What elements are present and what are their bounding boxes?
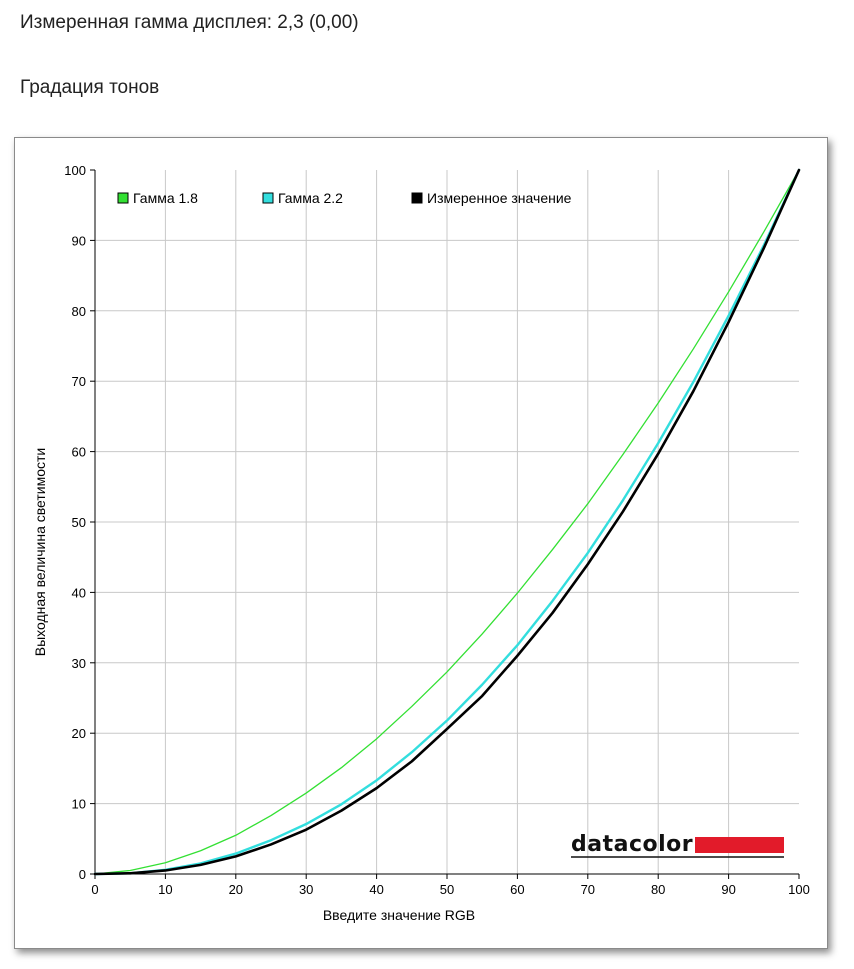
legend-swatch-3: [411, 192, 423, 204]
y-tick-label: 100: [64, 163, 86, 178]
x-tick-label: 20: [229, 882, 243, 897]
series-line-3: [93, 168, 801, 876]
x-axis-title: Введите значение RGB: [323, 907, 475, 923]
series-line-1: [94, 169, 800, 875]
y-tick-label: 40: [72, 585, 86, 600]
y-tick-label: 30: [72, 656, 86, 671]
x-tick-label: 50: [440, 882, 454, 897]
y-tick-label: 90: [72, 233, 86, 248]
chart-canvas: 0 10 20 30 40 50 60 70 80 90 100 0 10 20 30 40 50 60 70 80 9…: [32, 163, 810, 923]
tone-gradation-heading: Градация тонов: [20, 77, 160, 98]
legend-label-2: Гамма 2.2: [278, 190, 343, 206]
x-tick-label: 10: [158, 882, 172, 897]
x-tick-label: 0: [91, 882, 98, 897]
legend-swatch-2: [262, 192, 274, 204]
measured-gamma-heading: Измеренная гамма дисплея: 2,3 (0,00): [20, 12, 359, 33]
x-tick-label: 100: [788, 882, 810, 897]
y-tick-label: 70: [72, 374, 86, 389]
x-tick-label: 70: [581, 882, 595, 897]
legend-swatch-1: [117, 192, 129, 204]
legend-label-3: Измеренное значение: [427, 190, 572, 206]
x-tick-label: 80: [651, 882, 665, 897]
y-tick-label: 60: [72, 445, 86, 460]
y-tick-label: 10: [72, 797, 86, 812]
legend-label-1: Гамма 1.8: [133, 190, 198, 206]
y-tick-label: 0: [79, 867, 86, 882]
y-tick-label: 20: [72, 726, 86, 741]
y-axis-title: Выходная величина светимости: [32, 448, 48, 656]
y-tick-label: 80: [72, 304, 86, 319]
series-line-2: [93, 168, 801, 876]
y-tick-label: 50: [72, 515, 86, 530]
datacolor-logo-bar: [695, 837, 784, 853]
x-tick-label: 40: [369, 882, 383, 897]
x-tick-label: 90: [721, 882, 735, 897]
datacolor-logo-text: datacolor: [571, 832, 693, 857]
tone-response-chart: 0 10 20 30 40 50 60 70 80 90 100 0 10 20 30 40 50 60 70 80 9…: [14, 137, 828, 949]
x-tick-label: 30: [299, 882, 313, 897]
x-tick-label: 60: [510, 882, 524, 897]
